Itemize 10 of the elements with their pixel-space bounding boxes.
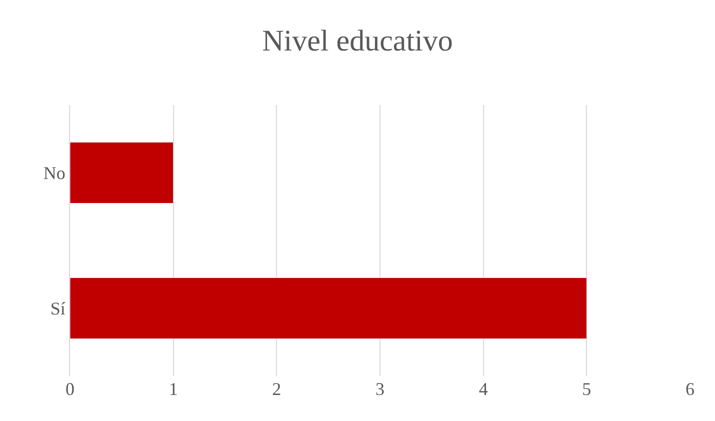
x-tick-label: 3 <box>376 379 384 399</box>
x-tick-label: 5 <box>582 379 592 399</box>
chart-title: Nivel educativo <box>262 24 453 58</box>
x-tick-label: 6 <box>686 379 694 399</box>
x-tick-label: 1 <box>168 379 178 399</box>
x-tick-label: 2 <box>272 379 282 399</box>
y-tick-label: Sí <box>50 298 66 319</box>
x-tick-label: 4 <box>478 379 488 399</box>
x-tick-label: 0 <box>66 379 74 399</box>
y-tick-label: No <box>43 163 66 184</box>
